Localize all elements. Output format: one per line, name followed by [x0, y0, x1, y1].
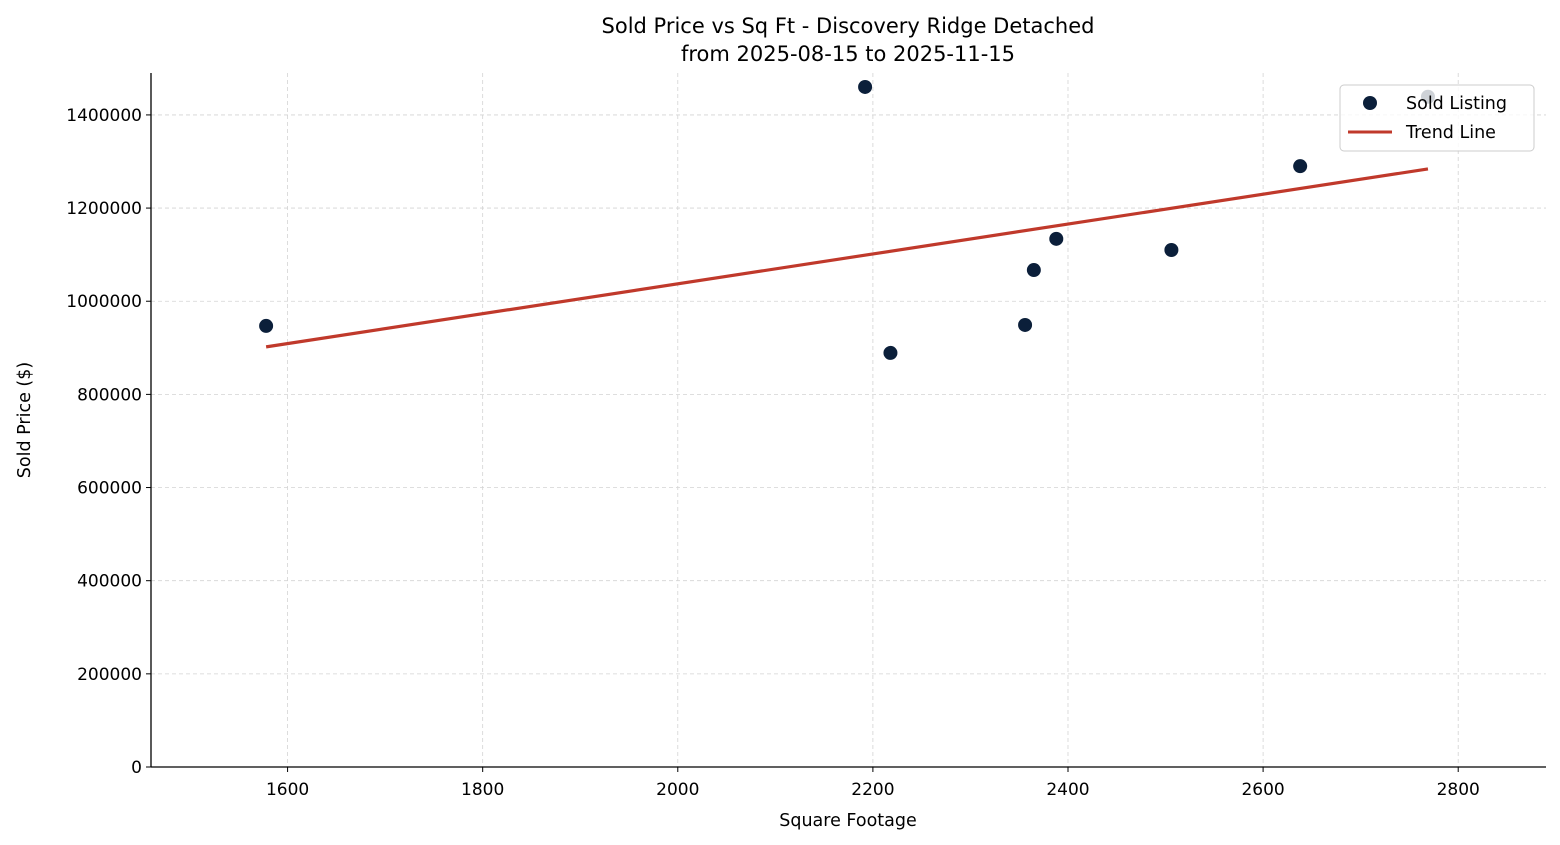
- legend: Sold Listing Trend Line: [1339, 84, 1535, 152]
- data-point: [1018, 317, 1033, 332]
- x-tick-label: 2000: [656, 780, 699, 800]
- y-tick-label: 200000: [77, 665, 142, 685]
- x-tick-label: 2600: [1241, 780, 1284, 800]
- chart-subtitle: from 2025-08-15 to 2025-11-15: [681, 42, 1015, 66]
- y-tick-label: 1400000: [66, 106, 142, 126]
- y-tick-label: 1200000: [66, 199, 142, 219]
- legend-label-sold-listing: Sold Listing: [1406, 94, 1507, 114]
- axes: 1600 1800 2000 2200 2400 2600 2800 0 200000 40000…: [66, 73, 1546, 800]
- data-point: [1293, 159, 1308, 174]
- points-layer: [259, 79, 1435, 360]
- y-tick-label: 1000000: [66, 292, 142, 312]
- y-tick-label: 600000: [77, 479, 142, 499]
- y-tick-label: 0: [131, 758, 142, 778]
- x-tick-label: 1800: [461, 780, 504, 800]
- data-point: [1026, 263, 1041, 278]
- y-axis-label: Sold Price ($): [15, 362, 35, 478]
- data-point: [1049, 231, 1064, 246]
- x-tick-label: 2200: [851, 780, 894, 800]
- data-point: [883, 345, 898, 360]
- trend-line-layer: [265, 167, 1429, 349]
- x-axis-label: Square Footage: [779, 811, 917, 831]
- y-tick-label: 800000: [77, 385, 142, 405]
- legend-marker-sold-listing: [1363, 96, 1377, 110]
- trend-line: [265, 167, 1429, 349]
- chart-title: Sold Price vs Sq Ft - Discovery Ridge De…: [602, 14, 1095, 38]
- grid: [151, 73, 1546, 768]
- data-point: [858, 79, 873, 94]
- legend-box: [1339, 84, 1535, 152]
- x-tick-label: 2400: [1046, 780, 1089, 800]
- x-tick-label: 2800: [1437, 780, 1480, 800]
- y-tick-label: 400000: [77, 572, 142, 592]
- data-point: [1164, 242, 1179, 257]
- legend-label-trend-line: Trend Line: [1405, 123, 1496, 143]
- x-tick-label: 1600: [266, 780, 309, 800]
- data-point: [259, 318, 274, 333]
